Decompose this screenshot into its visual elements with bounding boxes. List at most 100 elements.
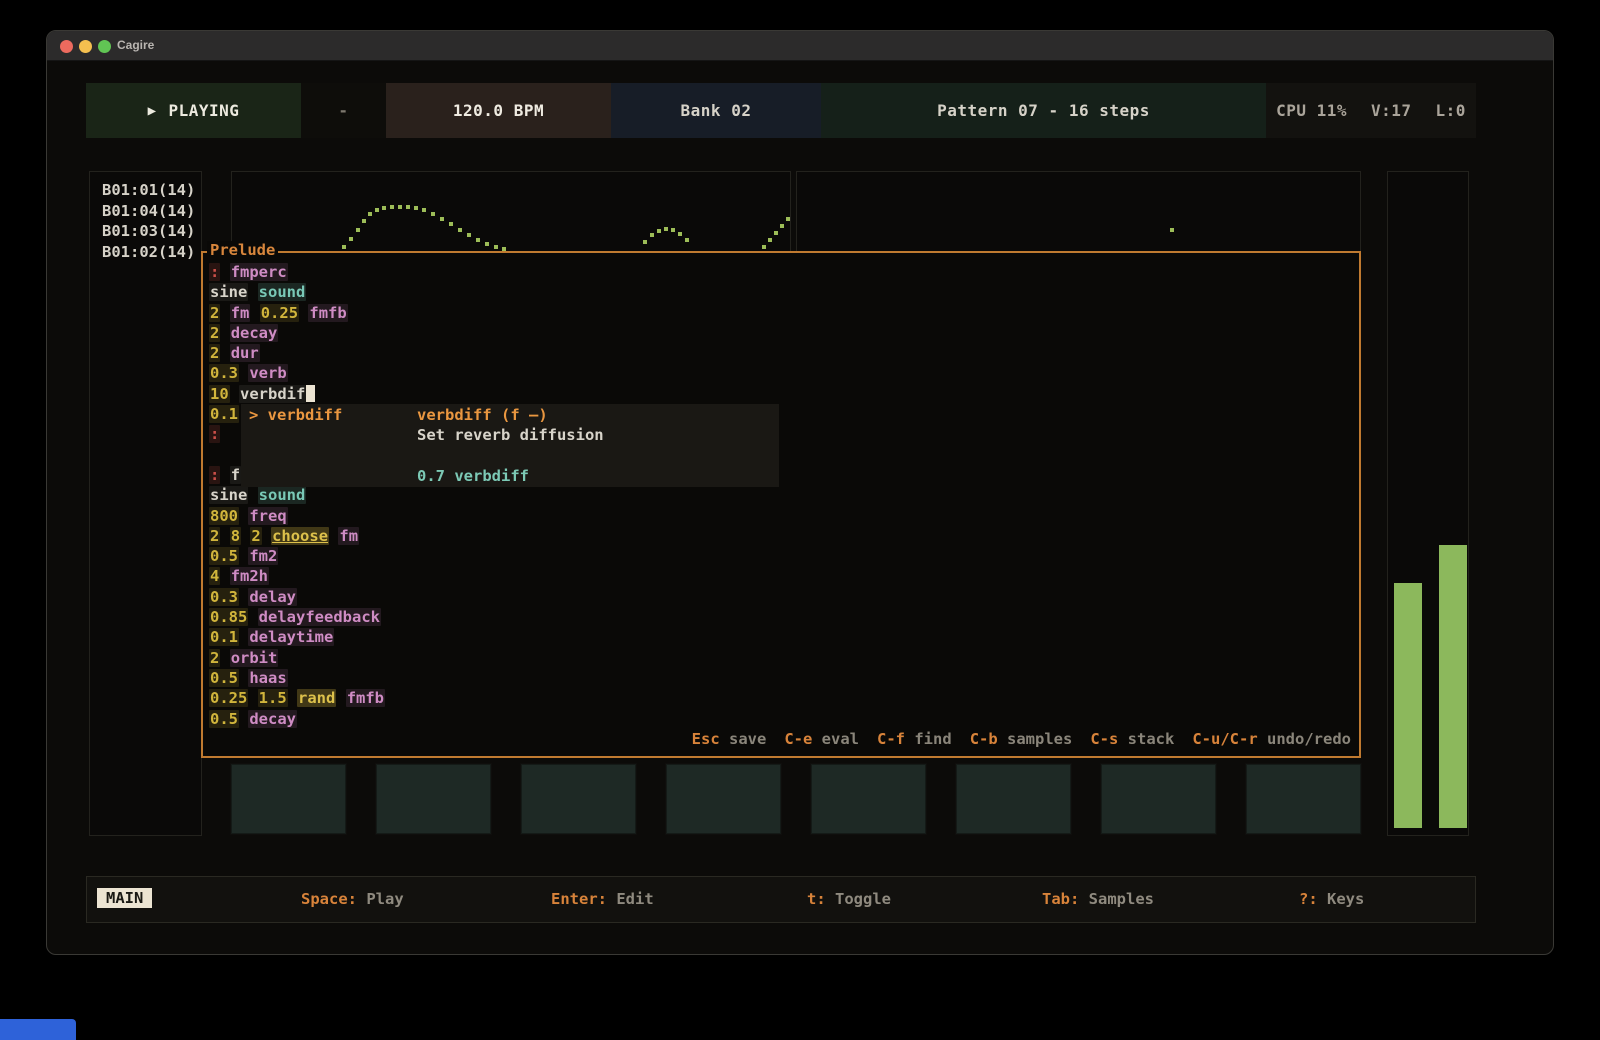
keybind-hint: C-e eval [784, 730, 859, 748]
note-dot [685, 238, 689, 242]
code-token: : [209, 465, 221, 484]
sample-pad[interactable] [1246, 764, 1361, 834]
level-meters [1387, 171, 1469, 836]
hint-label: Play [357, 890, 404, 908]
code-line: 0.3 verb [209, 363, 1353, 383]
code-line: 2 8 2 choose fm [209, 526, 1353, 546]
status-bar: MAIN Space: Play Enter: Edit t: Toggle Tab:… [86, 876, 1476, 923]
note-dot [467, 233, 471, 237]
code-line: 0.5 decay [209, 709, 1353, 729]
hint-key: ?: [1299, 890, 1318, 908]
code-line: 0.1 delaytime [209, 627, 1353, 647]
note-dot [786, 217, 790, 221]
code-line: 800 freq [209, 506, 1353, 526]
code-token: verbdif [239, 384, 307, 403]
title-bar: Cagire [47, 31, 1553, 61]
note-dot [780, 224, 784, 228]
hint-label: save [719, 730, 767, 748]
code-token: freq [248, 506, 288, 525]
window-title: Cagire [117, 38, 155, 52]
autocomplete-signature: verbdiff (f —) [417, 406, 548, 424]
code-line: 2 decay [209, 323, 1353, 343]
code-token: decay [229, 323, 279, 342]
code-token: 0.25 [209, 689, 249, 708]
code-token: 0.1 [209, 405, 239, 424]
statusbar-hint: ?: Keys [1299, 890, 1364, 908]
bank-display[interactable]: Bank 02 [611, 83, 821, 138]
code-token: 4 [209, 567, 221, 586]
pattern-list-item[interactable]: B01:04(14) [102, 201, 196, 220]
code-token: 2 [209, 648, 221, 667]
hint-key: t: [807, 890, 826, 908]
hint-key: Esc [691, 730, 720, 748]
code-token: fmfb [345, 689, 386, 708]
code-token: 0.5 [209, 668, 239, 687]
code-token: : [209, 425, 221, 444]
note-dot [458, 228, 462, 232]
code-line: 0.3 delay [209, 587, 1353, 607]
code-token: 2 [209, 526, 221, 545]
pattern-list-item[interactable]: B01:03(14) [102, 222, 196, 240]
sample-pad[interactable] [231, 764, 346, 834]
code-token: rand [297, 689, 337, 708]
code-line: 4 fm2h [209, 566, 1353, 586]
keybind-hint: C-b samples [970, 730, 1073, 748]
statusbar-hint: Tab: Samples [1042, 890, 1154, 908]
note-dot [368, 212, 372, 216]
code-token: 2 [250, 526, 262, 545]
sample-pad[interactable] [956, 764, 1071, 834]
hint-label: undo/redo [1257, 730, 1351, 748]
sample-pad[interactable] [376, 764, 491, 834]
editor-code[interactable]: : fmperc sine sound 2 fm 0.25 fmfb 2 decay 2… [209, 262, 1353, 729]
pattern-display[interactable]: Pattern 07 - 16 steps [821, 83, 1266, 138]
note-dot [502, 247, 506, 251]
sample-pad[interactable] [666, 764, 781, 834]
sample-pad[interactable] [1101, 764, 1216, 834]
editor-title: Prelude [207, 241, 279, 259]
sample-pad[interactable] [521, 764, 636, 834]
statusbar-hint: Enter: Edit [551, 890, 654, 908]
code-token: fm2 [248, 547, 279, 566]
hint-label: eval [812, 730, 860, 748]
code-token: dur [229, 344, 260, 363]
hint-key: C-s [1090, 730, 1119, 748]
code-token: sine [209, 486, 249, 505]
play-icon: ▶ [147, 102, 157, 119]
statusbar-hint: t: Toggle [807, 890, 891, 908]
code-token: 1.5 [257, 689, 288, 708]
code-token: orbit [229, 648, 279, 667]
pattern-list-item[interactable]: B01:02(14) [102, 242, 196, 261]
code-token: delayfeedback [257, 608, 381, 627]
hint-key: C-b [969, 730, 998, 748]
note-dot [356, 228, 360, 232]
note-dot [1170, 228, 1174, 232]
note-dot [768, 238, 772, 242]
close-window-button[interactable] [60, 40, 73, 53]
code-line: 2 fm 0.25 fmfb [209, 303, 1353, 323]
latency-value: L:0 [1435, 101, 1466, 120]
keybind-hint: C-s stack [1090, 730, 1174, 748]
transport-status[interactable]: ▶ PLAYING [86, 83, 301, 138]
sample-pad[interactable] [811, 764, 926, 834]
note-dot [349, 237, 353, 241]
minimize-window-button[interactable] [79, 40, 92, 53]
code-token: haas [248, 668, 288, 687]
code-token: 0.3 [209, 364, 239, 383]
cpu-display: CPU 11% V:17 L:0 [1266, 83, 1476, 138]
hint-key: Enter: [551, 890, 607, 908]
code-token: fmfb [308, 303, 348, 322]
autocomplete-selected-item[interactable]: > verbdiff [249, 406, 343, 424]
code-token: 10 [209, 384, 230, 403]
note-dot [657, 229, 661, 233]
note-dot [476, 238, 480, 242]
code-token: sound [257, 486, 307, 505]
pattern-list-item[interactable]: B01:01(14) [102, 181, 196, 199]
hint-label: Edit [607, 890, 654, 908]
code-token: fm2h [229, 567, 270, 586]
code-token: : [209, 263, 221, 281]
bpm-display[interactable]: 120.0 BPM [386, 83, 611, 138]
editor-overlay[interactable]: Prelude : fmperc sine sound 2 fm 0.25 fmfb… [201, 241, 1361, 758]
zoom-window-button[interactable] [98, 40, 111, 53]
code-token: 2 [209, 344, 221, 363]
text-cursor [306, 384, 316, 402]
